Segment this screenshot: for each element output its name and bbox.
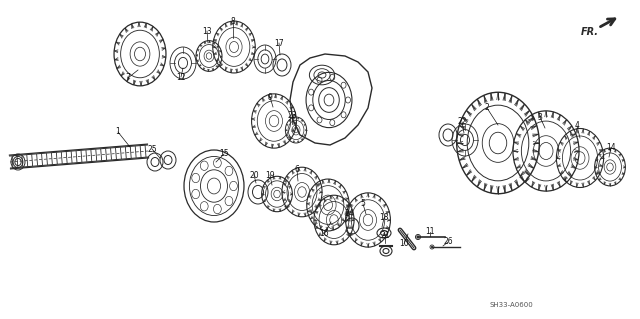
Text: 26: 26 [443,238,453,247]
Text: 23: 23 [287,110,297,120]
Text: 19: 19 [265,170,275,180]
Text: 11: 11 [425,227,435,236]
Text: SH33-A0600: SH33-A0600 [490,302,534,308]
Text: 8: 8 [230,17,236,26]
Text: 16: 16 [319,229,329,239]
Text: 17: 17 [274,39,284,48]
Text: FR.: FR. [581,27,599,37]
Text: 10: 10 [399,240,409,249]
Text: 24: 24 [344,209,354,218]
Text: 15: 15 [219,150,229,159]
Text: 1: 1 [116,128,120,137]
Text: 12: 12 [176,72,186,81]
Circle shape [415,234,420,240]
Text: 9: 9 [268,93,273,101]
Text: 21: 21 [380,232,390,241]
Text: 6: 6 [294,166,300,174]
Text: 22: 22 [457,117,467,127]
Text: 7: 7 [125,73,131,83]
Text: 20: 20 [249,170,259,180]
Text: 2: 2 [484,103,490,113]
Circle shape [417,236,419,238]
Text: 18: 18 [380,213,388,222]
Text: 25: 25 [147,145,157,153]
Text: 5: 5 [360,199,365,209]
Text: 14: 14 [606,144,616,152]
Text: 13: 13 [202,26,212,35]
Text: 3: 3 [538,113,543,122]
Text: 4: 4 [575,122,579,130]
Circle shape [431,246,433,248]
Circle shape [430,245,434,249]
